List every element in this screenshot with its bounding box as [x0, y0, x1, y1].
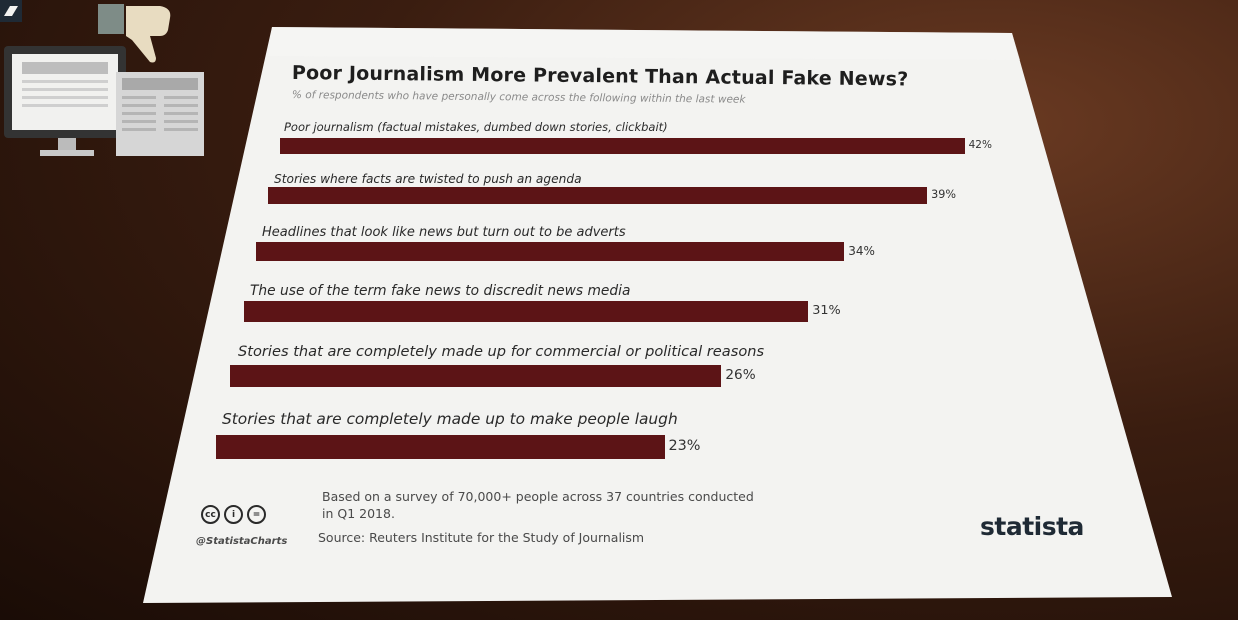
bar [280, 138, 965, 154]
bar [230, 365, 722, 387]
thumbs-down-icon [98, 4, 171, 63]
license-icons: cc i = [201, 505, 266, 524]
category-label: Poor journalism (factual mistakes, dumbe… [284, 120, 668, 134]
value-label: 42% [968, 139, 992, 152]
value-label: 39% [931, 188, 956, 202]
value-label: 31% [812, 303, 841, 319]
value-label: 26% [725, 367, 756, 384]
monitor-icon [4, 46, 126, 156]
category-label: The use of the term fake news to discred… [250, 283, 631, 299]
cc-icon: cc [201, 505, 220, 524]
twitter-handle: @StatistaCharts [196, 536, 288, 547]
bar [216, 435, 665, 459]
bar [256, 242, 845, 261]
bar [268, 187, 928, 204]
value-label: 34% [848, 243, 875, 258]
category-label: Headlines that look like news but turn o… [262, 225, 626, 240]
source-note: Source: Reuters Institute for the Study … [318, 530, 645, 545]
attribution-icon: i [224, 505, 243, 524]
statista-logo-icon [0, 0, 22, 22]
category-label: Stories where facts are twisted to push … [274, 172, 582, 186]
category-label: Stories that are completely made up for … [238, 343, 765, 360]
no-derivatives-icon: = [247, 505, 266, 524]
illustration [4, 4, 204, 156]
category-label: Stories that are completely made up to m… [222, 410, 678, 428]
footnote: Based on a survey of 70,000+ people acro… [322, 489, 754, 521]
bar [244, 301, 809, 322]
value-label: 23% [668, 437, 701, 454]
newspaper-icon [116, 72, 204, 156]
brand-logo-text: statista [980, 512, 1084, 541]
